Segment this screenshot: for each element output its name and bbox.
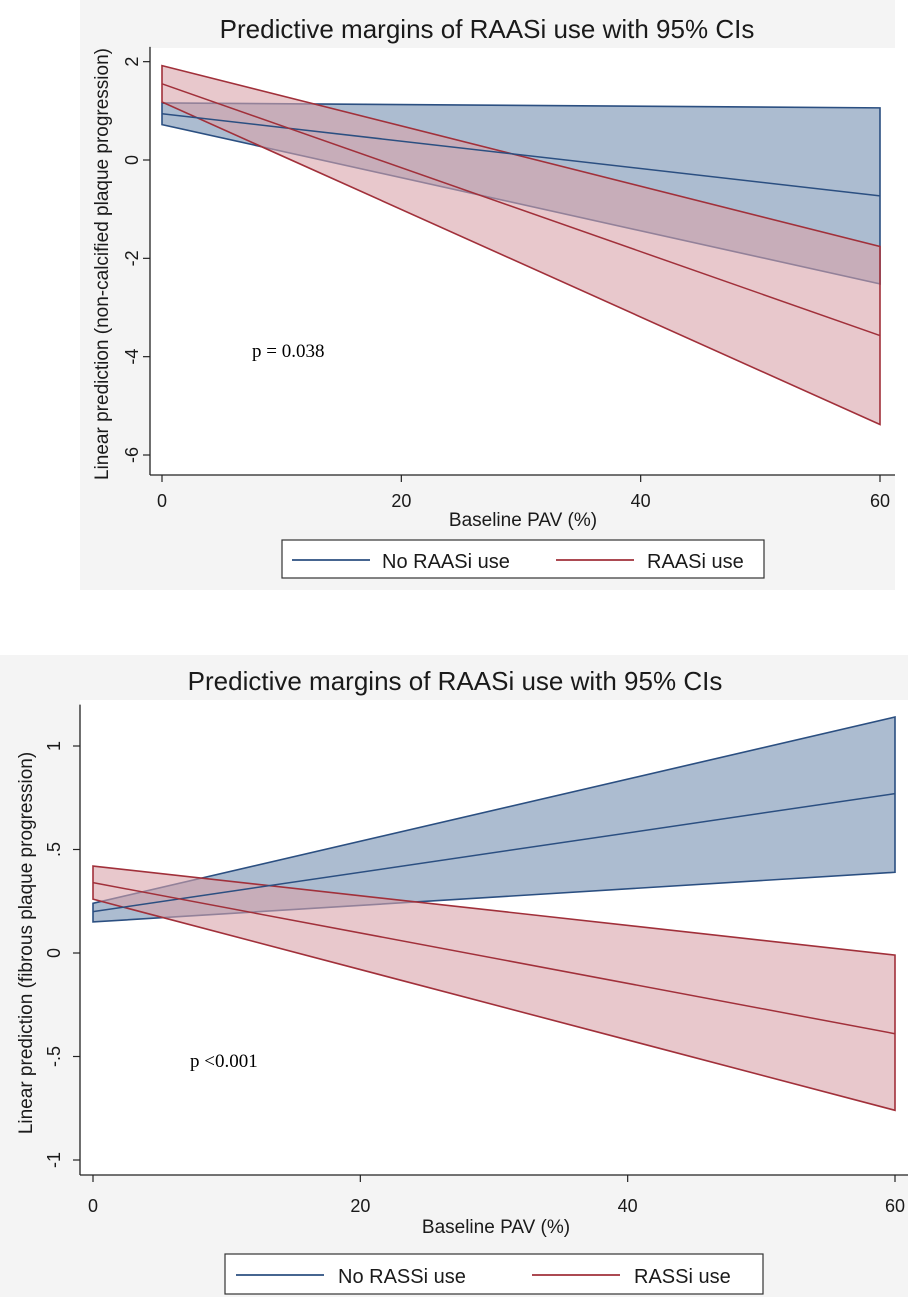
x-tick-label: 0 [157, 491, 167, 511]
legend: No RAASi use RAASi use [281, 539, 765, 579]
x-tick-label: 20 [350, 1196, 370, 1216]
x-tick-label: 60 [885, 1196, 905, 1216]
y-tick-label: 0 [122, 155, 142, 165]
y-tick-label: -.5 [44, 1046, 64, 1067]
x-tick-label: 0 [88, 1196, 98, 1216]
x-axis-label: Baseline PAV (%) [449, 510, 597, 531]
p-value-annotation: p <0.001 [190, 1051, 258, 1072]
x-tick-label: 40 [631, 491, 651, 511]
legend-label-no-rassi: No RASSi use [338, 1266, 466, 1288]
y-tick-label: -1 [44, 1152, 64, 1168]
no-raasi-prediction-line [161, 113, 881, 197]
y-axis-label: Linear prediction (fibrous plaque progre… [16, 752, 37, 1134]
legend-label-no-raasi: No RAASi use [382, 551, 510, 573]
no-raasi-prediction-line [92, 792, 896, 913]
raasi-ci-band [92, 865, 896, 1112]
y-tick-label: .5 [44, 842, 64, 857]
y-tick-label: -2 [122, 250, 142, 266]
legend-box [281, 539, 765, 579]
y-tick-label: 1 [44, 741, 64, 751]
no-raasi-ci-band [92, 716, 896, 923]
legend: No RASSi use RASSi use [224, 1253, 764, 1295]
x-tick-label: 40 [618, 1196, 638, 1216]
raasi-prediction-line [161, 83, 881, 337]
raasi-ci-band [161, 64, 881, 426]
x-axis-label: Baseline PAV (%) [422, 1217, 570, 1238]
legend-box [224, 1253, 764, 1295]
raasi-prediction-line [92, 881, 896, 1035]
x-tick-label: 60 [870, 491, 890, 511]
y-tick-label: 2 [122, 57, 142, 67]
chart-title: Predictive margins of RAASi use with 95%… [188, 666, 723, 696]
legend-label-rassi: RASSi use [634, 1266, 731, 1288]
y-tick-label: -4 [122, 349, 142, 365]
legend-label-raasi: RAASi use [647, 551, 744, 573]
y-axis-label: Linear prediction (non-calcified plaque … [92, 48, 113, 480]
p-value-annotation: p = 0.038 [252, 341, 324, 362]
y-tick-label: 0 [44, 948, 64, 958]
x-tick-label: 20 [391, 491, 411, 511]
y-tick-label: -6 [122, 447, 142, 463]
chart-title: Predictive margins of RAASi use with 95%… [220, 14, 755, 44]
